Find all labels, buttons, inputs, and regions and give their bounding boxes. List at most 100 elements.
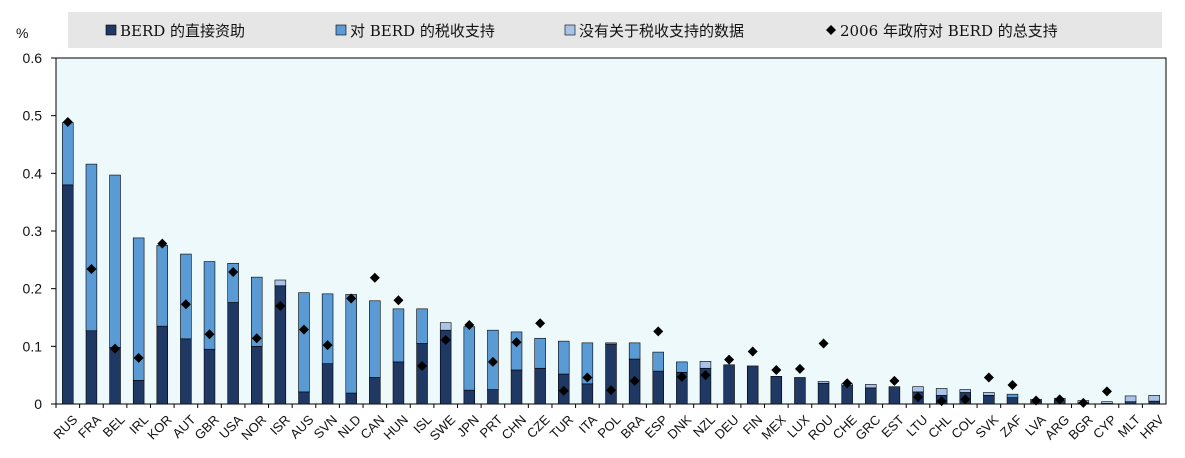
bars	[55, 122, 1160, 408]
y-tick-label: 0.5	[23, 108, 43, 124]
x-tick-label: CAN	[357, 412, 387, 442]
marker-total-2006-svk	[983, 372, 994, 383]
bar-direct-usa	[227, 302, 239, 405]
bar-tax-tur	[558, 340, 570, 375]
total-2006-markers	[62, 117, 1112, 408]
marker-total-2006-nld	[346, 293, 357, 304]
bar-direct-fra	[85, 330, 98, 405]
x-tick-label: SWE	[427, 412, 459, 444]
bar-direct-cze	[534, 367, 546, 405]
bar-nodata-nzl	[699, 361, 712, 369]
legend-label-tax: 对 BERD 的税收支持	[350, 22, 495, 40]
x-tick-label: PRT	[477, 412, 506, 441]
marker-total-2006-rou	[818, 338, 829, 349]
marker-total-2006-fra	[86, 264, 97, 275]
bar-direct-irl	[132, 380, 145, 405]
marker-total-2006-deu	[724, 354, 735, 365]
marker-total-2006-jpn	[464, 319, 475, 330]
x-tick-label: HUN	[380, 412, 411, 443]
legend-label-direct: BERD 的直接资助	[120, 22, 245, 40]
bar-direct-rus	[62, 184, 74, 405]
marker-total-2006-zaf	[1007, 379, 1018, 390]
bar-direct-grc	[865, 387, 877, 405]
legend-swatch-direct	[105, 24, 117, 36]
bar-direct-svn	[321, 363, 334, 405]
x-tick-label: CYP	[1090, 412, 1120, 442]
bar-direct-aus	[298, 391, 310, 405]
y-axis: 0 0.1 0.2 0.3 0.4 0.5 0.6	[23, 50, 56, 412]
bar-tax-can	[369, 300, 381, 378]
marker-total-2006-kor	[157, 238, 168, 249]
x-tick-label: ESP	[642, 412, 671, 441]
bar-tax-jpn	[463, 326, 476, 391]
bar-tax-bra	[628, 342, 641, 360]
bar-direct-svk	[983, 395, 995, 405]
legend-box	[68, 12, 1162, 48]
legend-label-total2006: 2006 年政府对 BERD 的总支持	[840, 22, 1058, 40]
bar-tax-zaf	[1006, 393, 1019, 398]
legend-swatch-nodata	[564, 24, 576, 36]
bar-nodata-isr	[274, 279, 287, 287]
bar-direct-lux	[794, 377, 806, 405]
x-tick-label: ARG	[1042, 412, 1073, 443]
x-tick-label: RUS	[50, 412, 80, 442]
x-tick-label: GRC	[852, 412, 883, 443]
bar-tax-chn	[510, 331, 523, 371]
marker-total-2006-usa	[228, 266, 239, 277]
marker-total-2006-lux	[794, 363, 805, 374]
x-tick-label: SVN	[311, 412, 341, 442]
bar-tax-kor	[156, 245, 169, 327]
marker-total-2006-cyp	[1101, 386, 1112, 397]
bar-direct-bel	[109, 347, 121, 405]
marker-total-2006-swe	[440, 334, 451, 345]
marker-total-2006-gbr	[204, 329, 215, 340]
marker-total-2006-che	[842, 378, 853, 389]
bar-nodata-chl	[935, 388, 948, 396]
y-tick-label: 0.3	[23, 223, 43, 239]
y-unit-label: %	[16, 25, 28, 41]
y-tick-label: 0	[34, 396, 42, 412]
x-tick-label: CZE	[524, 412, 553, 441]
x-tick-label: MEX	[758, 412, 789, 443]
bar-direct-fin	[746, 365, 759, 405]
marker-total-2006-dnk	[676, 371, 687, 382]
x-tick-label: NZL	[690, 412, 718, 440]
marker-total-2006-rus	[62, 117, 73, 128]
marker-total-2006-irl	[133, 352, 144, 363]
marker-total-2006-mex	[771, 364, 782, 375]
x-tick-label: JPN	[454, 412, 482, 440]
bar-tax-aut	[180, 253, 192, 340]
marker-total-2006-nor	[251, 333, 262, 344]
x-tick-label: DNK	[664, 412, 694, 442]
marker-total-2006-svn	[322, 340, 333, 351]
bar-direct-aut	[180, 338, 192, 405]
bar-direct-nor	[251, 346, 263, 405]
bar-tax-hun	[392, 308, 405, 363]
x-tick-label: EST	[878, 412, 907, 441]
bar-direct-jpn	[463, 389, 476, 405]
x-tick-label: SVK	[972, 412, 1001, 441]
x-tick-label: USA	[216, 412, 246, 442]
bar-tax-gbr	[203, 261, 216, 350]
bar-tax-nor	[251, 276, 263, 347]
marker-total-2006-aus	[298, 324, 309, 335]
x-tick-label: ROU	[805, 412, 836, 443]
bar-tax-aus	[298, 292, 310, 393]
legend-swatch-tax	[335, 24, 347, 36]
marker-total-2006-arg	[1054, 394, 1065, 405]
bar-tax-svn	[321, 293, 334, 364]
bar-nodata-grc	[865, 384, 877, 389]
bar-direct-che	[841, 385, 853, 405]
marker-total-2006-col	[960, 394, 971, 405]
bar-nodata-hrv	[1148, 395, 1160, 402]
x-tick-label: BEL	[100, 412, 128, 440]
x-tick-label: AUT	[169, 412, 198, 441]
x-axis-labels: RUSFRABELIRLKORAUTGBRUSANORISRAUSSVNNLDC…	[50, 412, 1167, 444]
bar-direct-isl	[416, 343, 428, 405]
bar-direct-est	[888, 386, 901, 405]
bar-tax-isl	[416, 308, 428, 344]
legend: BERD 的直接资助 对 BERD 的税收支持 没有关于税收支持的数据 2006 年政…	[105, 22, 1058, 40]
bar-direct-chn	[510, 369, 523, 405]
x-tick-label: GBR	[192, 412, 223, 443]
